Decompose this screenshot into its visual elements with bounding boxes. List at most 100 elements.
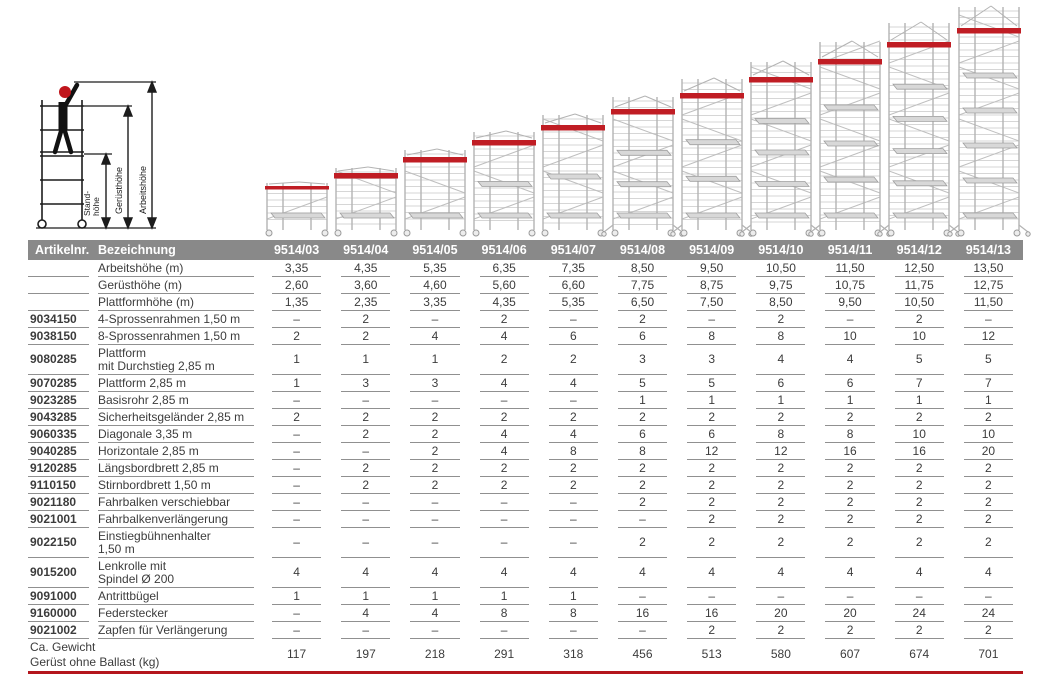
value-cell: 7,75 (608, 277, 677, 294)
model-header: 9514/06 (481, 243, 527, 257)
stand-hoehe-label-1: Stand- (82, 191, 92, 216)
value-cell: 6,60 (539, 277, 608, 294)
value-cell: 8 (539, 605, 608, 622)
artikelnr-cell: 9043285 (28, 409, 94, 426)
value-cell: 9,75 (746, 277, 815, 294)
value-cell: – (608, 588, 677, 605)
value-cell: 8,75 (677, 277, 746, 294)
value-cell: 2 (608, 494, 677, 511)
value-cell: – (677, 311, 746, 328)
value-cell: – (400, 511, 469, 528)
artikelnr-cell: 9110150 (28, 477, 94, 494)
weight-value-cell: 580 (770, 646, 791, 661)
value-cell: 2 (815, 477, 884, 494)
value-cell: 1 (400, 588, 469, 605)
artikelnr-cell: 9070285 (28, 375, 94, 392)
measure-arrows (100, 80, 158, 230)
value-cell: 2 (470, 409, 539, 426)
table-row: 9060335 Diagonale 3,35 m –2 2 4 4 6 6 8 8 10 10 (28, 426, 1023, 443)
value-cell: 4 (746, 345, 815, 375)
table-row: Arbeitshöhe (m) 3,35 4,35 5,35 6,35 7,35 8,50 9… (28, 260, 1023, 277)
value-cell: 20 (815, 605, 884, 622)
value-cell: 2 (331, 426, 400, 443)
table-row: 9034150 4-Sprossenrahmen 1,50 m –2–2–2–2–2… (28, 311, 1023, 328)
value-cell: 4 (885, 558, 954, 588)
value-cell: 4,60 (400, 277, 469, 294)
value-cell: 4 (470, 426, 539, 443)
value-cell: 3 (331, 375, 400, 392)
artikelnr-cell: 9080285 (28, 345, 94, 375)
tower-illustration (877, 21, 961, 237)
value-cell: 1 (470, 588, 539, 605)
value-cell: – (954, 588, 1023, 605)
value-cell: 2 (885, 409, 954, 426)
value-cell: 1,35 (262, 294, 331, 311)
value-cell: 12,75 (954, 277, 1023, 294)
value-cell: 2,35 (331, 294, 400, 311)
value-cell: 10,50 (746, 260, 815, 277)
value-cell: 4,35 (331, 260, 400, 277)
weight-value-cell: 513 (701, 646, 722, 661)
value-cell: 2 (608, 477, 677, 494)
value-cell: 2 (470, 345, 539, 375)
value-cell: 4 (539, 426, 608, 443)
value-cell: 2 (400, 426, 469, 443)
bezeichnung-cell: Plattform mit Durchstieg 2,85 m (94, 345, 262, 375)
value-cell: 8 (677, 328, 746, 345)
value-cell: 8 (746, 426, 815, 443)
table-footer-row: Ca. Gewicht Gerüst ohne Ballast (kg) 117… (28, 639, 1023, 670)
value-cell: 7 (885, 375, 954, 392)
value-cell: 2 (539, 477, 608, 494)
value-cell: – (262, 311, 331, 328)
bezeichnung-cell: 4-Sprossenrahmen 1,50 m (94, 311, 262, 328)
table-header-row: Artikelnr. Bezeichnung 9514/03 9514/04 951… (28, 240, 1023, 260)
value-cell: 2 (746, 511, 815, 528)
value-cell: 11,50 (954, 294, 1023, 311)
value-cell: 9,50 (815, 294, 884, 311)
value-cell: – (262, 460, 331, 477)
value-cell: 11,75 (885, 277, 954, 294)
table-row: 9021002 Zapfen für Verlängerung – – – – – –2 2 2 2… (28, 622, 1023, 639)
artikelnr-cell: 9091000 (28, 588, 94, 605)
table-row: Plattformhöhe (m) 1,35 2,35 3,35 4,35 5,35 6,5… (28, 294, 1023, 311)
value-cell: – (331, 528, 400, 558)
value-cell: 7,50 (677, 294, 746, 311)
value-cell: – (331, 443, 400, 460)
tower-illustration (739, 60, 823, 237)
value-cell: 2 (677, 494, 746, 511)
value-cell: 2 (262, 409, 331, 426)
value-cell: 2 (815, 528, 884, 558)
value-cell: 2 (539, 460, 608, 477)
value-cell: – (539, 511, 608, 528)
value-cell: 10,75 (815, 277, 884, 294)
artikelnr-cell (28, 277, 94, 294)
value-cell: 2 (746, 409, 815, 426)
value-cell: – (539, 311, 608, 328)
weight-value-cell: 456 (632, 646, 653, 661)
value-cell: 12 (677, 443, 746, 460)
bezeichnung-cell: Plattform 2,85 m (94, 375, 262, 392)
tower-illustration (334, 166, 398, 237)
bezeichnung-cell: Diagonale 3,35 m (94, 426, 262, 443)
value-cell: 12,50 (885, 260, 954, 277)
value-cell: 1 (677, 392, 746, 409)
value-cell: 2,60 (262, 277, 331, 294)
value-cell: 20 (746, 605, 815, 622)
value-cell: 1 (262, 375, 331, 392)
bezeichnung-cell: Einstiegbühnenhalter 1,50 m (94, 528, 262, 558)
value-cell: – (262, 392, 331, 409)
value-cell: 8 (746, 328, 815, 345)
value-cell: 1 (608, 392, 677, 409)
value-cell: 2 (954, 460, 1023, 477)
col-header-artikelnr: Artikelnr. (35, 243, 90, 257)
table-row: 9023285 Basisrohr 2,85 m – – – – –1 1 1 1 1 1 (28, 392, 1023, 409)
tower-illustration (265, 181, 329, 237)
value-cell: 10,50 (885, 294, 954, 311)
artikelnr-cell: 9021002 (28, 622, 94, 639)
value-cell: 2 (815, 494, 884, 511)
bezeichnung-cell: Lenkrolle mit Spindel Ø 200 (94, 558, 262, 588)
value-cell: – (400, 528, 469, 558)
value-cell: – (608, 511, 677, 528)
